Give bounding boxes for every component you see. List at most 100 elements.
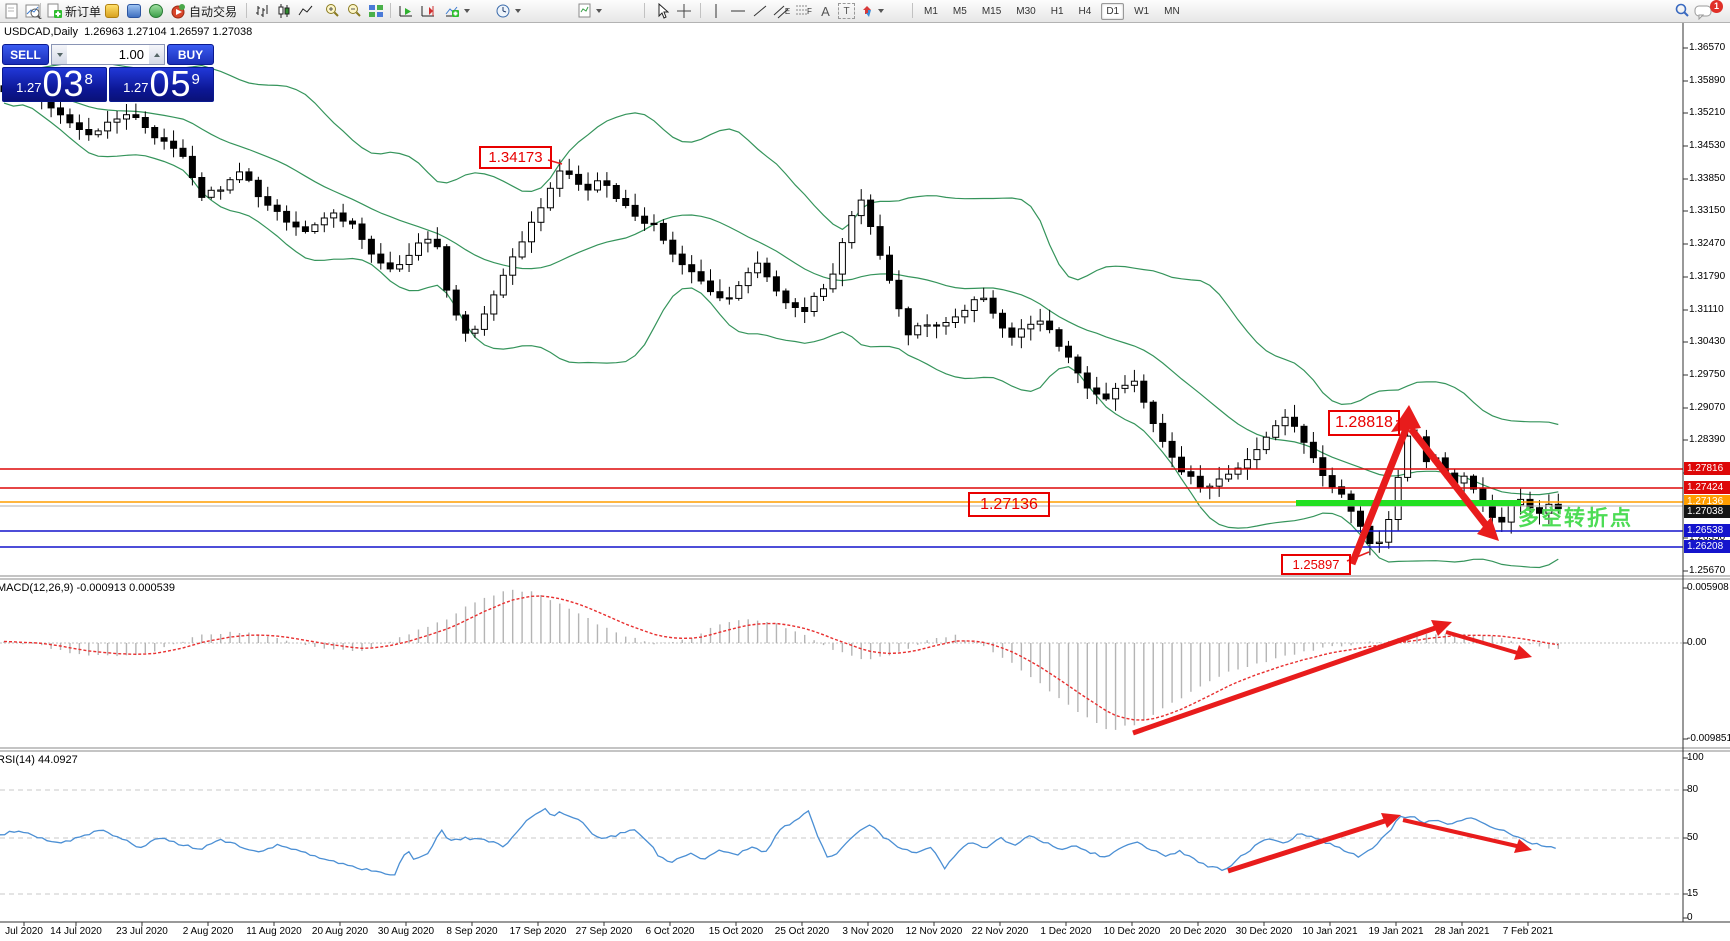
price-tick-label: 1.32470 (1689, 238, 1726, 249)
timeframe-button-H4[interactable]: H4 (1078, 5, 1092, 17)
new-order-button[interactable]: 新订单 (45, 3, 103, 20)
sell-button[interactable]: SELL (2, 44, 49, 65)
volume-up-button[interactable] (149, 45, 164, 64)
rsi-scale-label: 15 (1687, 888, 1699, 899)
crosshair-icon[interactable] (674, 2, 693, 21)
trend-arrowhead (1477, 517, 1499, 541)
candlestick (612, 185, 620, 199)
annotation-level-1.27136[interactable]: 1.27136 (968, 492, 1050, 517)
timeframe-button-M5[interactable]: M5 (952, 5, 967, 17)
chart-shift-icon[interactable] (418, 2, 437, 21)
buy-price[interactable]: 1.27 05 9 (109, 66, 214, 102)
candlestick (1027, 323, 1035, 330)
buy-price-sup: 9 (191, 71, 200, 88)
volume-down-button[interactable] (52, 45, 67, 64)
notification-badge[interactable]: 1 (1710, 0, 1723, 13)
templates-button[interactable] (576, 3, 604, 19)
candlestick-chart-icon[interactable] (274, 2, 293, 21)
price-level-badge[interactable]: 1.27424 (1684, 481, 1730, 494)
timeframe-button-MN[interactable]: MN (1164, 5, 1180, 17)
text-tool-icon[interactable]: A (821, 3, 830, 19)
candlestick (452, 289, 460, 316)
community-icon[interactable] (124, 2, 143, 21)
timeframe-button-D1[interactable]: D1 (1101, 2, 1125, 20)
trend-arrow-price-up[interactable] (1348, 422, 1412, 566)
periods-button[interactable] (493, 3, 523, 19)
candlestick (1460, 475, 1468, 484)
price-tick-label: 1.29070 (1689, 402, 1726, 413)
templates-dropdown-caret[interactable] (596, 9, 602, 13)
candlestick (424, 238, 432, 244)
market-icon[interactable] (102, 2, 121, 21)
annotation-low-1.25897[interactable]: 1.25897 (1281, 554, 1351, 575)
date-label: 10 Dec 2020 (1103, 926, 1161, 937)
new-order-group: 新订单 (45, 1, 103, 21)
fibonacci-tool-icon[interactable]: F (794, 2, 813, 21)
periods-dropdown-caret[interactable] (515, 9, 521, 13)
new-chart-icon[interactable] (2, 2, 21, 21)
timeframe-button-M1[interactable]: M1 (924, 5, 938, 17)
price-level-badge[interactable]: 1.27136 (1684, 495, 1730, 508)
candlestick (1046, 320, 1054, 331)
candlestick (688, 264, 696, 273)
price-level-badge[interactable]: 1.26208 (1684, 540, 1730, 553)
annotation-high-1.34173[interactable]: 1.34173 (479, 146, 552, 169)
arrows-tool-button[interactable] (858, 3, 886, 19)
bar-chart-icon[interactable] (252, 2, 271, 21)
signals-icon[interactable] (146, 2, 165, 21)
indicators-dropdown-caret[interactable] (464, 9, 470, 13)
timeframe-button-M15[interactable]: M15 (981, 5, 1002, 17)
timeframe-group: M1 M5 M15 M30 H1 H4 D1 W1 MN (918, 1, 1186, 21)
trend-arrow-rsi-up[interactable] (1227, 816, 1392, 874)
price-tick-label: 1.26350 (1689, 532, 1726, 543)
chat-icon[interactable] (1694, 2, 1713, 21)
candlestick (1140, 380, 1148, 403)
candlestick (480, 313, 488, 330)
toolbar-divider (644, 3, 645, 18)
annotation-turning-point-text[interactable]: 多空转折点 (1518, 507, 1633, 530)
candlestick (1243, 459, 1251, 469)
candlestick (801, 307, 809, 312)
indicators-button[interactable] (442, 3, 472, 19)
tile-windows-icon[interactable] (366, 2, 385, 21)
trend-arrow-rsi-down[interactable] (1402, 818, 1522, 849)
cursor-icon[interactable] (652, 2, 671, 21)
trend-arrow-macd-up[interactable] (1132, 623, 1442, 736)
price-level-badge[interactable]: 1.27816 (1684, 462, 1730, 475)
auto-scroll-icon[interactable] (396, 2, 415, 21)
rsi-scale-label: 100 (1687, 752, 1704, 763)
toolbar-file-group (2, 1, 43, 21)
periods-clock-icon (496, 4, 510, 18)
trend-arrow-price-down[interactable] (1408, 426, 1492, 532)
vertical-line-tool-icon[interactable] (706, 2, 725, 21)
zoom-in-icon[interactable] (322, 2, 341, 21)
trend-arrow-macd-down[interactable] (1445, 630, 1522, 656)
price-level-badge[interactable]: 1.26538 (1684, 524, 1730, 537)
buy-button[interactable]: BUY (167, 44, 214, 65)
price-tick-label: 1.33150 (1689, 205, 1726, 216)
autotrading-button[interactable]: 自动交易 (168, 3, 239, 20)
annotation-peak-1.28818[interactable]: 1.28818 (1328, 410, 1400, 436)
timeframe-button-M30[interactable]: M30 (1016, 5, 1036, 17)
timeframe-button-W1[interactable]: W1 (1134, 5, 1150, 17)
zoom-out-icon[interactable] (344, 2, 363, 21)
line-chart-icon[interactable] (296, 2, 315, 21)
chart-preview-icon[interactable] (24, 2, 43, 21)
price-level-badge[interactable]: 1.27038 (1684, 505, 1730, 518)
horizontal-line-tool-icon[interactable] (728, 2, 747, 21)
candlestick (867, 199, 875, 228)
arrows-dropdown-caret[interactable] (878, 9, 884, 13)
search-icon[interactable] (1672, 2, 1691, 21)
macd-pane (0, 589, 1683, 730)
text-label-tool-icon[interactable]: T (838, 3, 855, 19)
price-pane (0, 59, 1562, 569)
sell-price[interactable]: 1.27 03 8 (2, 66, 107, 102)
candlestick (1017, 328, 1025, 338)
scroll-shift-group (396, 1, 437, 21)
trendline-tool-icon[interactable] (750, 2, 769, 21)
timeframe-button-H1[interactable]: H1 (1050, 5, 1064, 17)
candlestick (989, 297, 997, 314)
channel-tool-icon[interactable]: E (772, 2, 791, 21)
volume-input[interactable] (67, 45, 149, 64)
